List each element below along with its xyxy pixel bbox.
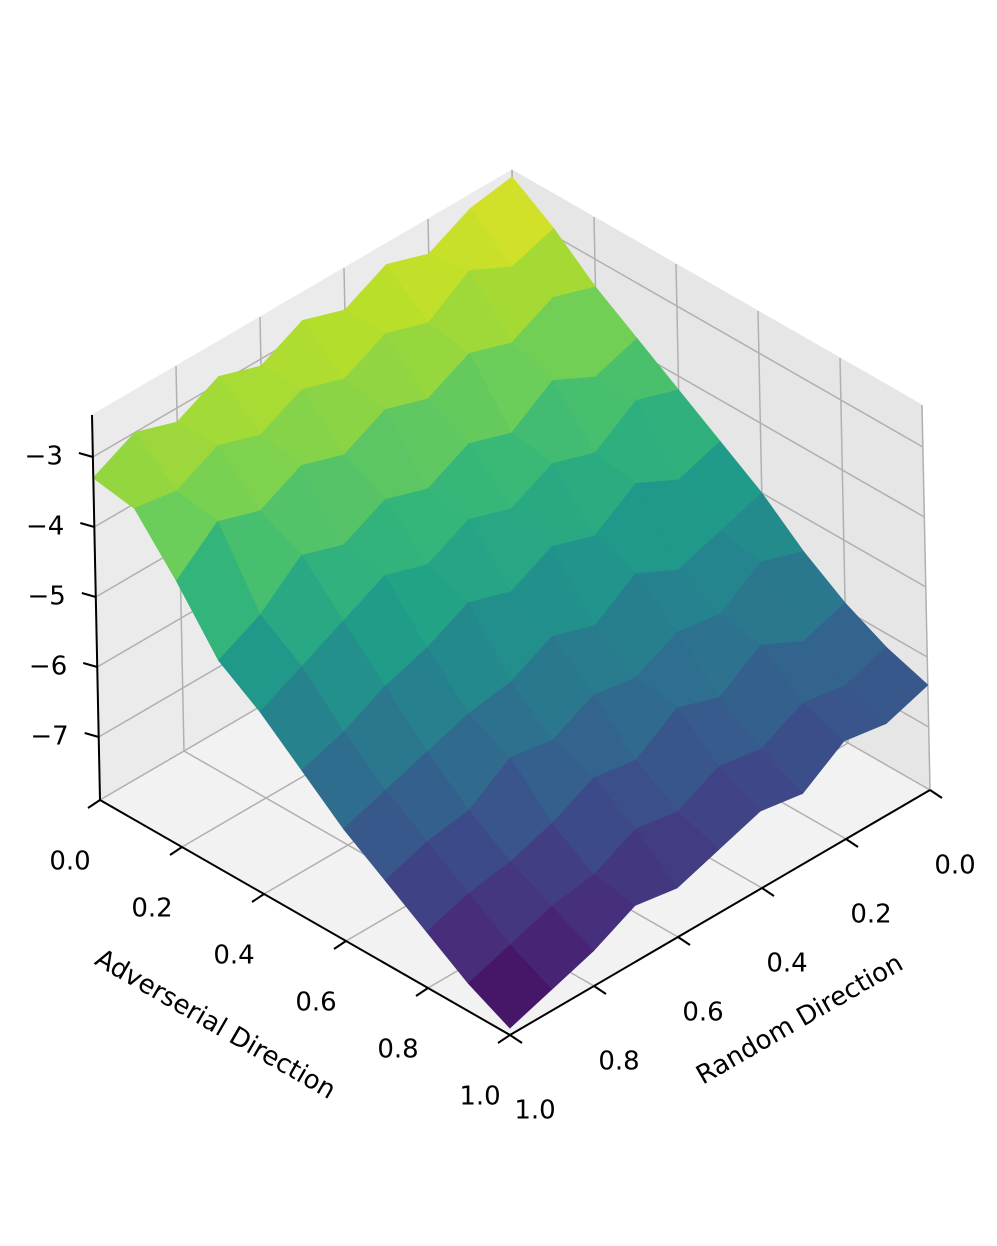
y-tick-label: 0.0 [934, 851, 975, 881]
axis-line [91, 414, 101, 801]
y-tick [593, 985, 607, 995]
grid-line [512, 211, 924, 448]
y-tick-label: 0.2 [850, 900, 891, 930]
y-tick [761, 887, 775, 897]
x-tick [87, 799, 101, 809]
z-tick-label: −4 [26, 512, 64, 542]
z-tick [78, 452, 94, 458]
grid-line [921, 404, 931, 791]
y-tick-label: 0.4 [766, 949, 807, 979]
y-tick-label: 0.8 [598, 1047, 639, 1077]
x-tick [415, 987, 429, 997]
x-tick [169, 846, 183, 856]
x-tick-label: 0.4 [213, 941, 254, 971]
y-tick [929, 789, 943, 799]
x-tick [333, 940, 347, 950]
x-tick-label: 0.0 [49, 847, 90, 877]
x-tick [497, 1034, 511, 1044]
y-tick [677, 936, 691, 946]
x-tick-label: 0.6 [295, 988, 336, 1018]
x-tick [251, 893, 265, 903]
x-tick-label: 0.8 [377, 1035, 418, 1065]
surface-patch [467, 944, 553, 1029]
z-tick [80, 522, 95, 528]
z-tick-label: −6 [29, 652, 67, 682]
x-tick-label: 0.2 [131, 894, 172, 924]
y-tick-label: 1.0 [514, 1096, 555, 1126]
axis-line [99, 799, 511, 1036]
z-tick-label: −7 [30, 722, 68, 752]
y-tick [509, 1034, 523, 1044]
z-tick [84, 732, 99, 738]
z-tick [82, 662, 98, 668]
axis-line [509, 789, 931, 1036]
z-tick-label: −5 [27, 582, 65, 612]
z-tick-label: −3 [25, 442, 63, 472]
z-tick [81, 592, 97, 598]
y-tick-label: 0.6 [682, 998, 723, 1028]
x-tick-label: 1.0 [459, 1082, 500, 1112]
y-tick [845, 838, 859, 848]
